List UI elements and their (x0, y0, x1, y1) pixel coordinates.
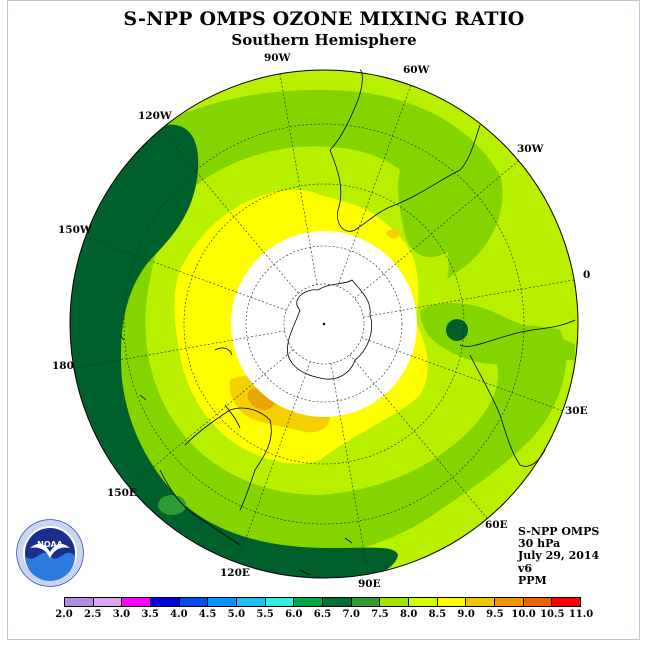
ozone-level-7.0-7.5-patch (158, 495, 186, 515)
colorbar-swatch-6.0-6.5 (294, 598, 324, 606)
new-zealand-coast (214, 347, 241, 429)
colorbar-swatch-7.5-8.0 (380, 598, 410, 606)
southern-islands (119, 334, 353, 576)
colorbar-swatch-4.5-5.0 (208, 598, 238, 606)
antarctica-coast (287, 279, 372, 380)
noaa-logo-gull (30, 543, 70, 558)
lon-label-90w: 90W (264, 52, 291, 64)
latitude-circle-inner (245, 245, 403, 403)
colorbar-swatch-3.0-3.5 (122, 598, 152, 606)
info-panel: S-NPP OMPS 30 hPa July 29, 2014 v6 PPM (518, 525, 600, 587)
colorbar-tick-8.0: 8.0 (399, 609, 418, 620)
colorbar-tick-6.0: 6.0 (285, 609, 303, 620)
figure-subtitle: Southern Hemisphere (231, 31, 417, 49)
colorbar-swatch-10.5-11.0 (552, 598, 581, 606)
colorbar-swatch-2.5-3.0 (93, 598, 123, 606)
colorbar-swatch-3.5-4.0 (151, 598, 180, 606)
lon-label-90e: 90E (358, 578, 381, 590)
colorbar-tick-7.5: 7.5 (371, 609, 389, 620)
info-instrument: S-NPP OMPS (518, 525, 600, 538)
colorbar-tick-5.5: 5.5 (256, 609, 274, 620)
south-pole-marker (322, 322, 326, 326)
colorbar-swatch-8.5-9.0 (437, 598, 467, 606)
ozone-level-below-7.0 (70, 124, 398, 578)
colorbar-ticks: 2.0 2.5 3.0 3.5 4.0 4.5 5.0 5.5 6.0 6.5 7.0 7.5 8.0 8… (0, 609, 648, 623)
colorbar-tick-6.5: 6.5 (313, 609, 332, 620)
colorbar-swatch-8.0-8.5 (409, 598, 438, 606)
info-units: PPM (518, 573, 547, 587)
info-version: v6 (518, 561, 533, 575)
ozone-level-8.5-9.0-north (385, 229, 400, 239)
figure-border (7, 0, 640, 640)
colorbar-swatch-10.0-10.5 (523, 598, 553, 606)
noaa-logo-outer-band (17, 520, 83, 586)
colorbar-tick-10.0: 10.0 (511, 609, 536, 620)
figure-title: S-NPP OMPS OZONE MIXING RATIO (123, 8, 525, 30)
colorbar-swatch-9.5-10.0 (495, 598, 524, 606)
lon-label-60w: 60W (403, 64, 430, 76)
colorbar-swatch-4.0-4.5 (179, 598, 209, 606)
info-date: July 29, 2014 (518, 549, 600, 563)
lon-label-120e: 120E (220, 567, 250, 579)
colorbar-tick-7.0: 7.0 (342, 609, 360, 620)
colorbar-tick-9.0: 9.0 (457, 609, 475, 620)
australia-coast (159, 407, 272, 546)
noaa-logo-sea (25, 552, 75, 581)
africa-coast (459, 319, 576, 467)
info-pressure-level: 30 hPa (518, 537, 561, 551)
colorbar-tick-8.5: 8.5 (428, 609, 447, 620)
colorbar-swatch-2.0-2.5 (65, 598, 94, 606)
colorbar-swatch-5.5-6.0 (265, 598, 295, 606)
noaa-logo: NOAA (16, 519, 84, 587)
noaa-logo-text: NOAA (37, 540, 63, 549)
colorbar-swatch-6.5-7.0 (323, 598, 352, 606)
latitude-circle-outer (123, 123, 525, 525)
lon-label-0: 0 (583, 269, 590, 281)
latitude-circle-polar (283, 283, 365, 365)
colorbar-tick-11.0: 11.0 (568, 609, 594, 620)
colorbar-swatch-7.0-7.5 (351, 598, 381, 606)
colorbar-tick-3.0: 3.0 (112, 609, 131, 620)
graticule (73, 73, 575, 575)
colorbar-tick-4.5: 4.5 (198, 609, 217, 620)
lon-label-150w: 150W (58, 224, 92, 236)
colorbar-tick-3.5: 3.5 (141, 609, 159, 620)
lon-label-180: 180 (52, 360, 74, 372)
colorbar-tick-4.0: 4.0 (170, 609, 188, 620)
colorbar-tick-2.0: 2.0 (55, 609, 73, 620)
longitude-labels: 90W 60W 30W 0 30E 60E 90E 120E 150E 180 … (52, 52, 590, 590)
ozone-level-7.0-7.5-east (397, 155, 470, 258)
colorbar-tick-5.0: 5.0 (227, 609, 246, 620)
lon-label-30e: 30E (565, 405, 588, 417)
colorbar-swatch-5.0-5.5 (237, 598, 266, 606)
map-boundary (69, 69, 579, 579)
lon-label-150e: 150E (107, 487, 137, 499)
colorbar-tick-2.5: 2.5 (84, 609, 102, 620)
ozone-level-7.0-7.5-spot (420, 303, 575, 365)
colorbar (64, 597, 581, 607)
colorbar-swatch-9.0-9.5 (466, 598, 496, 606)
colorbar-tick-10.5: 10.5 (540, 609, 565, 620)
lon-label-30w: 30W (517, 143, 544, 155)
latitude-circle-mid (183, 183, 465, 465)
ozone-level-below-7.0-spot (446, 319, 468, 341)
lon-label-60e: 60E (485, 519, 508, 531)
colorbar-tick-9.5: 9.5 (486, 609, 504, 620)
lon-label-120w: 120W (138, 110, 172, 122)
